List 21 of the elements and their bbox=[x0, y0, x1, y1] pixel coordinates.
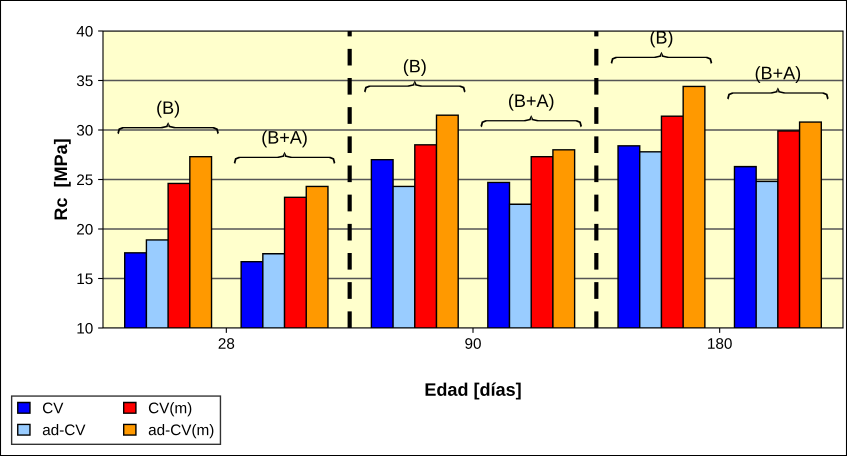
annotation: (B+A) bbox=[509, 94, 554, 111]
y-tick-label: 40 bbox=[76, 26, 93, 37]
annotation: (B) bbox=[157, 100, 180, 118]
x-axis-title: Edad [días] bbox=[426, 382, 521, 400]
y-tick-label: 15 bbox=[77, 274, 93, 284]
annotation: (B) bbox=[404, 59, 426, 76]
legend-label: CV bbox=[42, 402, 64, 414]
annotation: (B+A) bbox=[756, 66, 800, 83]
y-axis-title: Rc [MPa] bbox=[54, 139, 71, 220]
x-tick-label: 28 bbox=[218, 338, 234, 349]
legend-label: CV(m) bbox=[148, 402, 192, 416]
legend-label: ad-CV(m) bbox=[148, 424, 214, 438]
y-tick-label: 25 bbox=[77, 174, 93, 186]
legend-label: ad-CV bbox=[42, 424, 86, 436]
x-tick-label: 180 bbox=[708, 338, 732, 349]
y-tick-label: 35 bbox=[76, 75, 93, 86]
y-tick-label: 20 bbox=[77, 224, 93, 235]
y-tick-label: 30 bbox=[76, 124, 93, 136]
annotation: (B+A) bbox=[262, 130, 307, 148]
y-tick-label: 10 bbox=[77, 322, 93, 334]
x-tick-label: 90 bbox=[465, 338, 481, 349]
